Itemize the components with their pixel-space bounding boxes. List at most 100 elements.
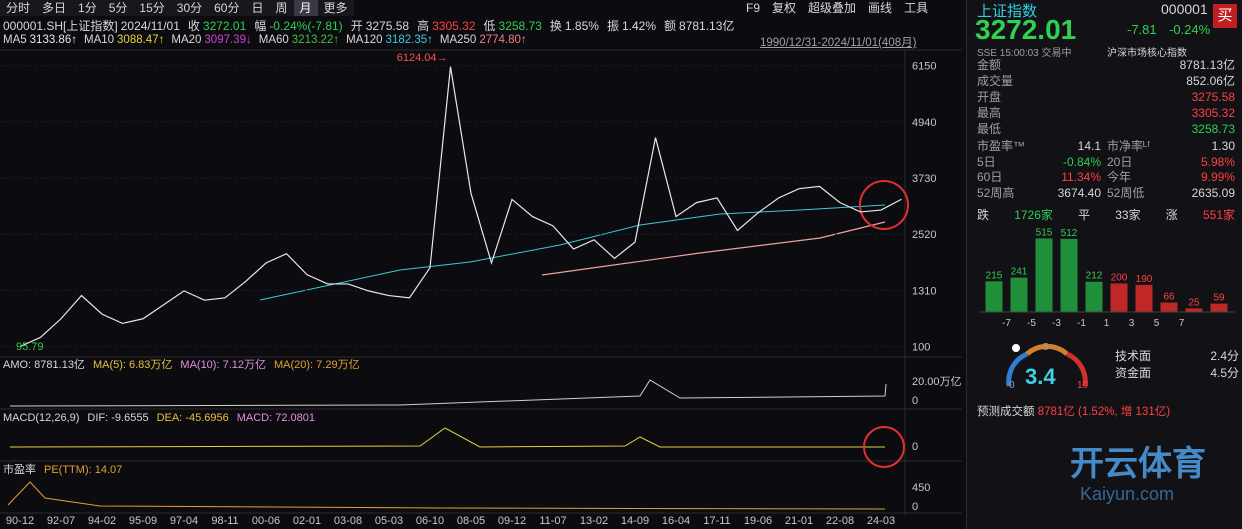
pane-axis-label: 0: [912, 395, 918, 407]
dist-tick: -3: [1052, 318, 1061, 329]
quote-value: 3272.01: [202, 19, 247, 33]
dist-tick: 5: [1154, 318, 1160, 329]
highlight-circle: [859, 180, 909, 230]
ma-item: MA10 3088.47↑: [84, 34, 164, 46]
ma120-line: [259, 204, 886, 301]
quote-row: 最高 3305.32: [977, 105, 1235, 121]
tab[interactable]: 月: [293, 0, 318, 16]
tab[interactable]: 1分: [78, 1, 97, 15]
ma-item: MA120 3182.35↑: [346, 34, 433, 46]
dist-bar: [1035, 238, 1053, 312]
dist-tick: -1: [1077, 318, 1086, 329]
side-panel: 上证指数 000001 买 3272.01 -7.81 -0.24% SSE 1…: [966, 0, 1242, 529]
ma250-line: [541, 221, 886, 276]
tab[interactable]: 15分: [139, 1, 165, 15]
x-tick-label: 05-03: [375, 515, 403, 527]
x-tick-label: 90-12: [6, 515, 34, 527]
dist-bar: [1110, 283, 1128, 312]
quote-row: 成交量 852.06亿: [977, 73, 1235, 89]
dist-bar: [1210, 303, 1228, 312]
x-tick-label: 11-07: [539, 515, 566, 527]
dist-bar: [1135, 284, 1153, 312]
scores: 技术面 2.4分 资金面 4.5分: [1115, 348, 1239, 382]
dist-value: 66: [1163, 292, 1175, 303]
stat-value: 3674.40: [1057, 185, 1101, 200]
x-tick-label: 98-11: [211, 515, 238, 527]
pane-text: 市盈率: [3, 462, 36, 476]
breadth-label: 涨: [1165, 208, 1178, 222]
date-range[interactable]: 1990/12/31-2024/11/01(408月): [760, 37, 917, 49]
quote-item: 振 1.42%: [607, 17, 656, 34]
tab[interactable]: 周: [275, 1, 288, 15]
x-tick-label: 21-01: [785, 515, 813, 527]
highlight-circle: [863, 426, 905, 468]
price-line: [19, 66, 902, 348]
pane-text: MA(20): 7.29万亿: [274, 358, 360, 371]
pane-text: MA(5): 6.83万亿: [93, 358, 172, 371]
quote-label: 低: [483, 19, 496, 33]
forecast: 预测成交额 8781亿 (1.52%, 增 131亿): [977, 403, 1170, 419]
tab[interactable]: 5分: [108, 1, 128, 15]
stat-label: 52周低: [1107, 185, 1145, 200]
dist-tick: 1: [1104, 318, 1110, 329]
ma-label: MA10: [83, 34, 115, 46]
dist-value: 515: [1036, 227, 1053, 238]
quote-rows: 金额 8781.13亿 成交量 852.06亿 开盘 3275.58 最高 3305.32 最低…: [977, 57, 1235, 137]
tab[interactable]: 60分: [214, 1, 240, 15]
y-tick-label: 1310: [912, 285, 936, 297]
y-tick-label: 3730: [912, 173, 936, 185]
dist-tick: 3: [1129, 318, 1135, 329]
buy-button[interactable]: 买: [1213, 4, 1237, 28]
tool[interactable]: F9: [746, 1, 761, 15]
ma-item: MA5 3133.86↑: [3, 34, 77, 46]
tab[interactable]: 更多: [323, 1, 348, 15]
stat-row: 市盈率™ 14.1 市净率ᴸᶠ 1.30: [977, 139, 1235, 155]
macd-line: [9, 427, 885, 448]
tool[interactable]: 画线: [868, 1, 893, 15]
tab[interactable]: 多日: [42, 1, 67, 15]
quote-label: 收: [187, 19, 200, 33]
tools: F9 复权 超级叠加 画线 工具: [740, 0, 934, 16]
dist-bar: [1085, 281, 1103, 312]
quote-item: 收 3272.01: [188, 17, 246, 34]
row-value: 3305.32: [1191, 106, 1235, 120]
stat-label: 20日: [1107, 154, 1133, 169]
tool[interactable]: 超级叠加: [808, 1, 857, 15]
y-tick-label: 2520: [912, 229, 936, 241]
stat-value: 2635.09: [1191, 185, 1235, 200]
ma-label: MA20: [171, 34, 202, 46]
y-tick-label: 6150: [912, 61, 936, 73]
stats-grid: 市盈率™ 14.1 市净率ᴸᶠ 1.30 5日 -0.84% 20日 5.98% 60日 11.3…: [977, 139, 1235, 201]
ma-value: 2774.80↑: [479, 34, 527, 46]
change: -7.81: [1127, 22, 1157, 37]
price: 3272.01: [975, 14, 1077, 45]
score-value: 4.5分: [1210, 366, 1239, 380]
volume-line: [9, 379, 887, 407]
gauge-arc: [1025, 343, 1069, 356]
pe-line: [7, 481, 886, 510]
x-tick-label: 16-04: [662, 515, 690, 527]
score-value: 2.4分: [1210, 349, 1239, 363]
quote-label: 幅: [254, 19, 267, 33]
quote-label: 开: [350, 19, 363, 33]
stat-label: 今年: [1107, 170, 1132, 184]
gauge-arc: [1006, 351, 1029, 387]
quote-item: 幅 -0.24%(-7.81): [254, 17, 342, 34]
pane-text: DIF: -9.6555: [87, 412, 148, 424]
row-label: 最低: [977, 122, 1002, 136]
tab[interactable]: 日: [251, 1, 264, 15]
tab[interactable]: 30分: [176, 1, 203, 15]
tool[interactable]: 复权: [772, 1, 797, 15]
dist-value: 190: [1136, 274, 1153, 285]
x-tick-label: 94-02: [88, 515, 116, 527]
stat-value: 1.30: [1211, 139, 1235, 153]
stat-row: 52周高 3674.40 52周低 2635.09: [977, 186, 1235, 202]
row-label: 金额: [977, 58, 1002, 72]
score-row: 技术面 2.4分: [1115, 348, 1239, 365]
index-name: 上证指数: [977, 3, 1038, 20]
time: 15:00:03: [999, 48, 1039, 59]
tab[interactable]: 分时: [6, 1, 31, 15]
quote-label: 高: [417, 19, 430, 33]
tool[interactable]: 工具: [904, 1, 929, 15]
stat-label: 市净率ᴸᶠ: [1107, 139, 1150, 153]
